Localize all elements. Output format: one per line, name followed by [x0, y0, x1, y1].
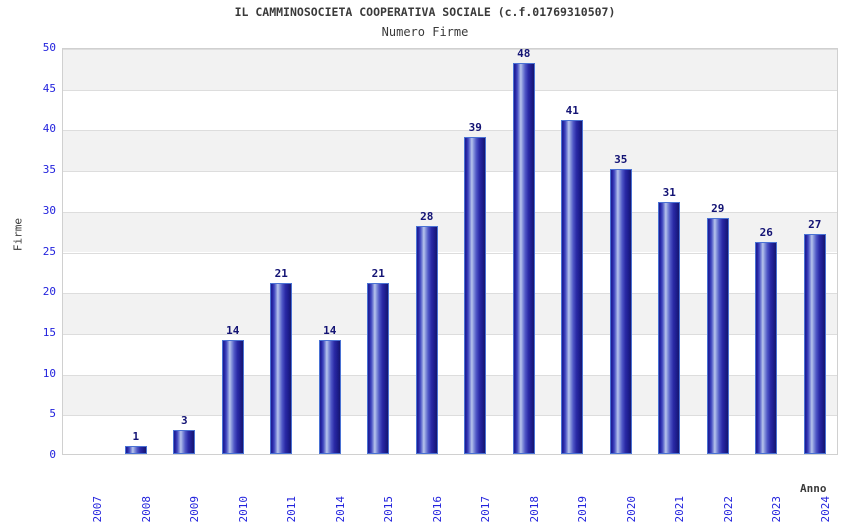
bar-value-label: 14	[323, 324, 337, 338]
bar[interactable]	[415, 226, 438, 454]
bar-value-label: 31	[662, 185, 676, 199]
bar[interactable]	[270, 283, 293, 454]
bar-slot: 31	[645, 49, 694, 454]
bar-slot: 35	[597, 49, 646, 454]
gridline	[63, 89, 837, 91]
bar-value-label: 27	[808, 218, 822, 232]
bar[interactable]	[706, 217, 729, 454]
plot-area: 1 3 14 21 14 21 28 39 48 41 35 31 29 26 27	[62, 48, 838, 455]
bar[interactable]	[221, 340, 244, 454]
bar[interactable]	[512, 63, 535, 454]
bar-value-label: 39	[468, 120, 482, 134]
bar-slot: 27	[791, 49, 838, 454]
y-tick-label: 30	[42, 203, 56, 217]
bar[interactable]	[318, 340, 341, 454]
bar-value-label: 1	[132, 429, 140, 443]
bar[interactable]	[173, 429, 196, 454]
y-tick-label: 20	[42, 285, 56, 299]
bar-slot: 41	[548, 49, 597, 454]
y-tick-label: 15	[42, 325, 56, 339]
bar-value-label: 35	[614, 153, 628, 167]
bar-slot: 28	[403, 49, 452, 454]
y-tick-label: 50	[42, 41, 56, 54]
bar-value-label: 28	[420, 210, 434, 224]
y-tick-label: 40	[42, 122, 56, 136]
x-axis-label: Anno	[800, 482, 827, 495]
y-tick-label: 0	[49, 448, 56, 461]
bar[interactable]	[124, 445, 147, 454]
gridline	[63, 171, 837, 173]
bar-value-label: 21	[371, 267, 385, 281]
y-tick-label: 10	[42, 366, 56, 380]
bar[interactable]	[367, 283, 390, 454]
bar-slot: 21	[257, 49, 306, 454]
bar-value-label: 14	[226, 324, 240, 338]
bar[interactable]	[464, 136, 487, 454]
bar-slot: 21	[354, 49, 403, 454]
bar-slot: 39	[451, 49, 500, 454]
gridline	[63, 49, 837, 50]
y-tick-label: 45	[42, 81, 56, 95]
gridline	[63, 252, 837, 254]
bar-value-label: 41	[565, 104, 579, 118]
bar-chart: IL CAMMINOSOCIETA COOPERATIVA SOCIALE (c…	[11, 5, 838, 523]
x-axis-ticks: 2007 2008 2009 2010 2011 2014 2015 2016 2017 2018…	[62, 458, 838, 523]
gridline	[63, 211, 837, 213]
gridline	[63, 374, 837, 376]
y-tick-label: 5	[49, 407, 56, 421]
chart-title: IL CAMMINOSOCIETA COOPERATIVA SOCIALE (c…	[234, 5, 616, 19]
bar-slot: 3	[160, 49, 209, 454]
bar[interactable]	[658, 201, 681, 454]
gridline	[63, 333, 837, 335]
chart-subtitle: Numero Firme	[381, 25, 469, 39]
background-band	[63, 130, 837, 172]
y-tick-label: 25	[42, 244, 56, 258]
gridline	[63, 293, 837, 295]
bar-value-label: 48	[517, 48, 531, 61]
bar-value-label: 26	[759, 226, 773, 240]
bar-slot: 48	[500, 49, 549, 454]
bar-slot: 14	[209, 49, 258, 454]
bar-slot: 26	[742, 49, 791, 454]
y-tick-label: 35	[42, 163, 56, 177]
gridline	[63, 130, 837, 132]
y-axis-label: Firme	[11, 217, 25, 252]
background-band	[63, 49, 837, 90]
bars-layer: 1 3 14 21 14 21 28 39 48 41 35 31 29 26 27	[63, 49, 837, 454]
bar-value-label: 21	[274, 267, 288, 281]
bar[interactable]	[609, 169, 632, 454]
gridline	[63, 415, 837, 417]
bar-slot: 14	[306, 49, 355, 454]
bar[interactable]	[803, 234, 826, 454]
bar-value-label: 3	[180, 413, 188, 427]
y-axis-ticks: 0 5 10 15 20 25 30 35 40 45 50	[42, 41, 56, 461]
bar-slot: 1	[112, 49, 161, 454]
bar-slot: 29	[694, 49, 743, 454]
bar[interactable]	[561, 120, 584, 454]
bar-value-label: 29	[711, 201, 725, 215]
bar[interactable]	[755, 242, 778, 454]
